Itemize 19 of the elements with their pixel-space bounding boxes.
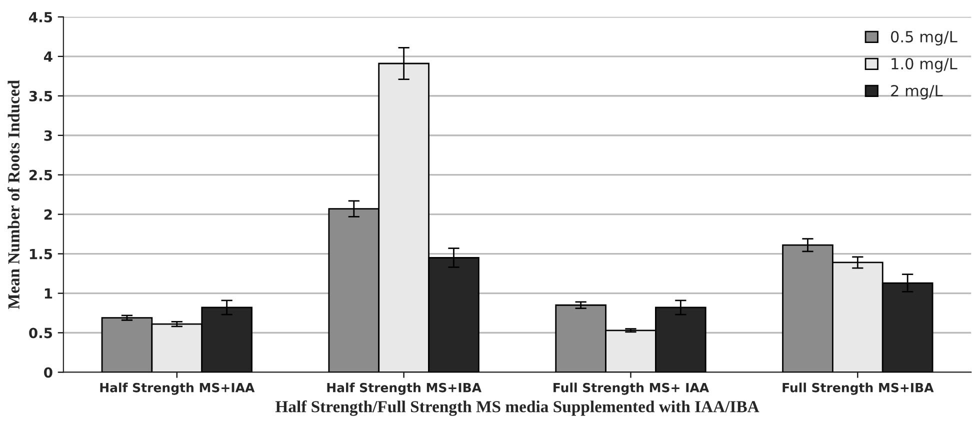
y-tick-label: 1.5 — [30, 248, 52, 260]
legend-label: 1.0 mg/L — [892, 58, 958, 72]
x-tick-label: Full Strength MS+IBA — [782, 382, 934, 395]
x-axis-title: Half Strength/Full Strength MS media Supplemented with IAA/IBA — [275, 400, 760, 416]
x-tick-label: Half Strength MS+IBA — [327, 382, 482, 395]
y-tick-label: 2.5 — [30, 170, 52, 180]
y-tick-label: 0 — [44, 367, 52, 378]
y-axis-title: Mean Number of Roots Induced — [8, 80, 20, 309]
y-tick-label: 1 — [44, 288, 52, 299]
y-tick-label: 3 — [44, 130, 52, 141]
x-tick-label: Half Strength MS+IAA — [100, 382, 255, 395]
y-tick-label: 3.5 — [29, 90, 52, 102]
y-tick-label: 0.5 — [29, 328, 52, 338]
legend-label: 0.5 mg/L — [890, 30, 958, 46]
x-tick-label: Full Strength MS+ IAA — [554, 382, 710, 395]
y-tick-label: 4.5 — [29, 12, 52, 22]
legend-label: 2 mg/L — [891, 84, 943, 100]
y-tick-label: 4 — [44, 52, 52, 62]
y-tick-label: 2 — [44, 209, 52, 220]
